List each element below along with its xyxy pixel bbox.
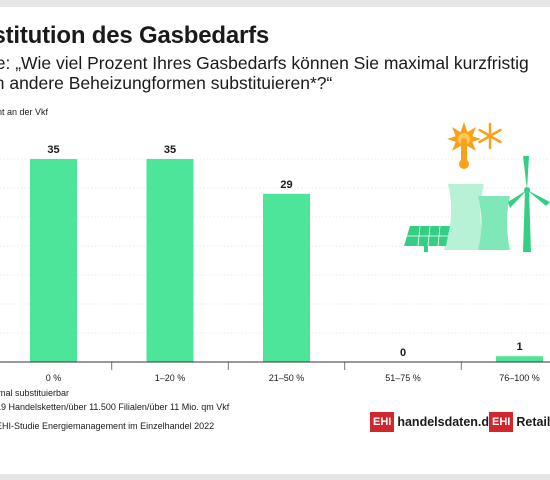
energy-illustration: [404, 122, 550, 252]
logo-handelsdaten: EHI handelsdaten.de: [370, 412, 496, 432]
bar-value-label: 29: [280, 179, 292, 191]
bar-value-label: 35: [164, 144, 176, 156]
y-unit-label: ent an der Vkf: [0, 107, 49, 117]
x-tick-label: 0 %: [46, 373, 62, 383]
snowflake-icon: [478, 122, 502, 150]
logo-text-retail: Retail I: [516, 415, 550, 429]
bar-chart: 35 0 % 35 1–20 % 29 21–50 % 0 51–75 % 1 76–100 %: [0, 144, 550, 383]
chart-title: bstitution des Gasbedarfs: [0, 22, 270, 49]
source-line: EHI-Studie Energiemanagement im Einzelha…: [0, 421, 215, 431]
chart-question: ge: „Wie viel Prozent Ihres Gasbedarfs k…: [0, 53, 546, 93]
footnote-sample: 19 Handelsketten/über 11.500 Filialen/üb…: [0, 402, 230, 412]
logo-text-handelsdaten: handelsdaten.de: [397, 415, 496, 429]
x-tick-label: 51–75 %: [385, 373, 421, 383]
x-tick-label: 1–20 %: [155, 373, 186, 383]
bar-value-label: 1: [516, 341, 522, 353]
cooling-tower-icon: [444, 184, 510, 250]
logo-box-ehi-2: EHI: [489, 412, 514, 432]
x-tick-label: 21–50 %: [269, 373, 305, 383]
logo-box-ehi: EHI: [370, 412, 395, 432]
top-frame-bar: [0, 0, 550, 7]
bar: [496, 356, 543, 362]
thermometer-icon: [459, 138, 469, 169]
bar: [30, 159, 77, 362]
bar-value-label: 35: [47, 144, 59, 156]
question-line-2: ch andere Beheizungformen substituieren*…: [0, 73, 333, 93]
bar-value-label: 0: [400, 347, 406, 359]
question-line-1: ge: „Wie viel Prozent Ihres Gasbedarfs k…: [0, 53, 529, 73]
bar: [263, 193, 310, 362]
bottom-frame-bar: [0, 474, 550, 480]
logo-retail-institute: EHI Retail I: [489, 412, 550, 432]
solar-panel-icon: [404, 225, 450, 252]
x-tick-label: 76–100 %: [499, 373, 540, 383]
bar: [146, 159, 194, 362]
footnote-definition: imal substituierbar: [0, 388, 70, 398]
wind-turbine-icon: [508, 156, 550, 252]
